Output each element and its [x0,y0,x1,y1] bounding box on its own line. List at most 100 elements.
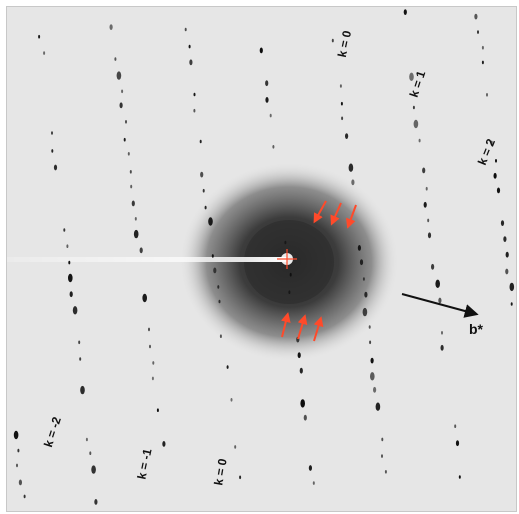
diffraction-spot [16,463,18,468]
diffraction-spot [184,27,187,32]
diffraction-spot [217,285,220,289]
diffraction-spot [133,229,139,239]
diffraction-spot [409,72,414,82]
diffraction-spot [308,465,312,471]
diffraction-spot [69,291,73,298]
diffraction-spot [139,247,143,254]
diffraction-spot [303,414,307,421]
diffraction-spot [500,220,505,227]
beam-stop-streak [7,257,287,262]
diffraction-spot [362,307,368,317]
diffraction-spot [200,171,204,178]
diffraction-spot [89,451,92,456]
diffraction-spot [204,205,207,210]
diffraction-spot [369,340,372,345]
diffraction-spot [477,30,479,34]
diffraction-spot [148,327,150,332]
diffraction-spot [441,331,443,335]
diffraction-spot [152,361,155,365]
diffraction-spot [91,465,96,474]
diffraction-spot [51,131,53,135]
red-arrow-icon [280,312,291,338]
diffraction-spot [149,344,151,349]
diffraction-spot [151,376,154,381]
diffraction-spot [78,340,81,345]
diffraction-spot [299,367,303,374]
diffraction-spot [156,408,159,413]
diffraction-spot [53,164,58,171]
diffraction-spot [23,494,26,499]
diffraction-spot [474,13,478,20]
diffraction-spot [202,188,205,193]
diffraction-spot [213,267,217,274]
diffraction-spot [142,293,147,303]
diffraction-spot [486,93,488,97]
diffraction-spot [51,149,54,153]
diffraction-spot [503,236,507,243]
red-arrow-icon-group-top [313,200,357,229]
diffraction-spot [265,97,269,103]
diffraction-spot [364,291,368,298]
diffraction-spot [370,372,375,381]
diffraction-spot [211,254,214,258]
diffraction-spot [123,137,126,142]
red-arrow-icon [297,314,308,340]
red-arrow-icon [313,316,324,342]
diffraction-spot [219,334,222,339]
diffraction-spot [481,60,484,65]
diffraction-spot [384,470,387,474]
diffraction-spot [359,259,364,266]
diffraction-spot [413,119,419,129]
diffraction-spot [373,386,377,393]
diffraction-spot [455,440,460,447]
diffraction-spot [208,217,213,226]
diffraction-spot [440,344,444,351]
diffraction-spot [297,352,301,359]
diffraction-spot [265,80,269,87]
diffraction-spot [94,499,98,505]
diffraction-spot [339,84,342,88]
diffraction-spot [259,47,263,54]
diffraction-spot [127,152,130,156]
diffraction-spot [17,448,20,453]
diffraction-spot [63,228,66,232]
diffraction-spot [218,299,221,304]
diffraction-spot [362,277,365,281]
diffraction-spot [239,475,242,480]
diffraction-spot [496,187,501,194]
diffraction-spot [134,217,137,221]
diffraction-spot [425,186,428,191]
diffraction-spot [509,282,515,292]
diffraction-spot [341,116,344,121]
diffraction-spot [272,145,275,149]
diffraction-spot [269,113,272,118]
diffraction-spot [312,481,315,485]
diffraction-spot [234,445,237,449]
diffraction-spot [381,454,383,458]
diffraction-spot [193,92,196,97]
diffraction-spot [510,302,513,306]
diffraction-spot [114,57,117,61]
diffraction-spot [438,297,442,304]
diffraction-spot [188,44,191,49]
diffraction-spot [193,108,196,113]
diffraction-spot [458,475,461,479]
diffraction-spot [66,244,69,248]
diffraction-spot [375,402,381,411]
diffraction-spot [288,290,291,295]
label-b-star: b* [469,321,483,337]
red-arrow-icon-group-bottom [280,312,324,342]
diffraction-spot [43,51,46,55]
red-arrow-icon [330,202,342,226]
diffraction-spot [125,120,127,124]
diffraction-spot [80,385,85,395]
diffraction-pattern-image [7,9,515,505]
diffraction-spot [199,139,202,144]
diffraction-spot [131,200,135,207]
diffraction-spot [130,184,133,189]
diffraction-spot [505,251,509,258]
red-arrow-icon [313,200,327,224]
diffraction-spot [289,272,292,277]
diffraction-spot [490,140,493,145]
diffraction-spot [412,105,415,110]
